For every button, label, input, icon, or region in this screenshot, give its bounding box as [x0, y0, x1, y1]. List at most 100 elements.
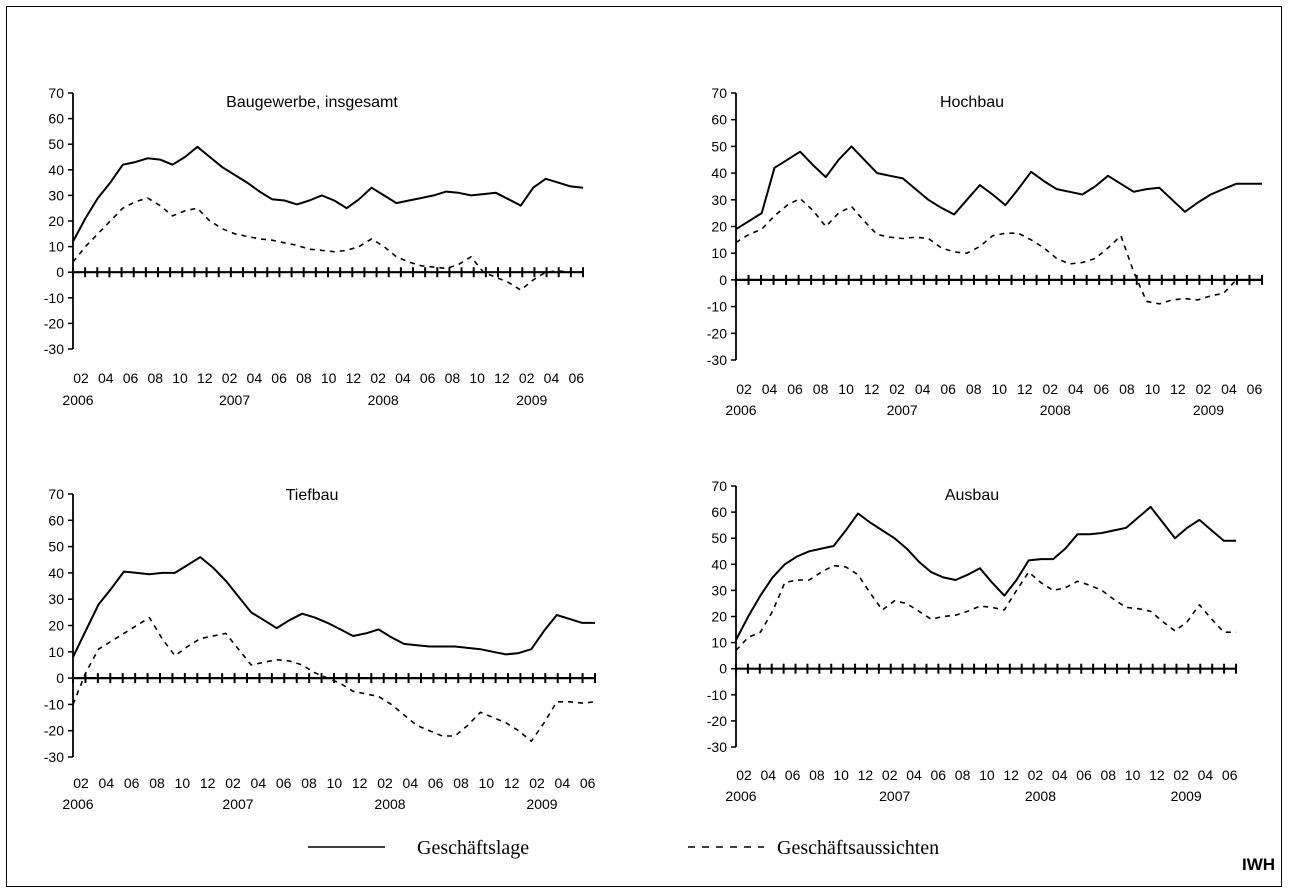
- x-tick-label: 12: [494, 370, 510, 386]
- x-tick-label: 08: [813, 381, 829, 397]
- y-tick-label: 60: [48, 512, 64, 528]
- x-tick-label: 08: [453, 775, 469, 791]
- x-tick-label: 04: [98, 370, 114, 386]
- x-year-label: 2007: [222, 796, 253, 812]
- series-line-geschaeftsaussichten: [735, 197, 1262, 305]
- x-year-label: 2009: [1193, 402, 1224, 418]
- x-tick-label: 04: [760, 767, 776, 783]
- x-year-label: 2009: [516, 392, 547, 408]
- x-tick-label: 02: [889, 381, 905, 397]
- x-tick-label: 10: [479, 775, 495, 791]
- y-tick-label: 30: [711, 582, 727, 598]
- y-tick-label: 10: [711, 635, 727, 651]
- x-year-label: 2007: [219, 392, 250, 408]
- y-tick-label: 60: [711, 112, 727, 128]
- x-tick-label: 12: [352, 775, 368, 791]
- x-tick-label: 12: [197, 370, 213, 386]
- x-tick-label: 04: [544, 370, 560, 386]
- series-line-geschaeftsaussichten: [735, 564, 1236, 651]
- x-tick-label: 02: [73, 775, 89, 791]
- x-tick-label: 08: [301, 775, 317, 791]
- brand-iwh: IWH: [1242, 855, 1275, 874]
- x-tick-label: 12: [346, 370, 362, 386]
- series-line-geschaeftslage: [72, 556, 595, 658]
- y-tick-label: 20: [48, 213, 64, 229]
- y-tick-label: 40: [711, 165, 727, 181]
- x-tick-label: 04: [1198, 767, 1214, 783]
- x-tick-label: 10: [1145, 381, 1161, 397]
- x-year-label: 2006: [725, 402, 756, 418]
- y-tick-label: 40: [711, 556, 727, 572]
- y-tick-label: 70: [48, 85, 64, 101]
- x-tick-label: 04: [99, 775, 115, 791]
- x-tick-label: 12: [1017, 381, 1033, 397]
- x-tick-label: 02: [736, 767, 752, 783]
- x-year-label: 2007: [879, 788, 910, 804]
- chart-panel-2: Hochbau 70 60 50 40 30 20 10 0 -10 -20 -30 02 04 06 08 1…: [707, 85, 1263, 418]
- legend-label-geschaeftsaussichten: Geschäftsaussichten: [777, 837, 939, 859]
- y-tick-label: 70: [711, 478, 727, 494]
- y-tick-label: -30: [707, 352, 727, 368]
- y-tick-label: 10: [48, 239, 64, 255]
- x-year-label: 2006: [62, 796, 93, 812]
- x-tick-label: 06: [1076, 767, 1092, 783]
- x-tick-label: 04: [555, 775, 571, 791]
- chart-panel-4: Ausbau 70 60 50 40 30 20 10 0 -10 -20 -30 02 04 06 08 10…: [707, 478, 1238, 804]
- y-tick-label: 50: [711, 530, 727, 546]
- chart-title: Hochbau: [940, 94, 1004, 111]
- y-tick-label: 40: [48, 565, 64, 581]
- x-tick-label: 02: [529, 775, 545, 791]
- y-tick-label: -20: [707, 713, 727, 729]
- x-tick-label: 06: [1247, 381, 1263, 397]
- x-tick-label: 08: [445, 370, 461, 386]
- y-tick-label: 60: [48, 111, 64, 127]
- chart-title: Baugewerbe, insgesamt: [226, 94, 398, 111]
- x-tick-label: 06: [420, 370, 436, 386]
- x-tick-label: 02: [225, 775, 241, 791]
- x-year-label: 2008: [1025, 788, 1056, 804]
- y-tick-label: 20: [48, 618, 64, 634]
- x-tick-label: 10: [833, 767, 849, 783]
- legend-label-geschaeftslage: Geschäftslage: [417, 837, 529, 859]
- x-year-label: 2008: [368, 392, 399, 408]
- x-year-label: 2006: [725, 788, 756, 804]
- x-tick-label: 06: [271, 370, 287, 386]
- y-tick-label: 50: [711, 138, 727, 154]
- x-tick-label: 02: [377, 775, 393, 791]
- series-line-geschaeftslage: [735, 145, 1262, 231]
- x-tick-label: 06: [580, 775, 596, 791]
- x-tick-label: 04: [395, 370, 411, 386]
- y-tick-label: 70: [711, 85, 727, 101]
- x-tick-label: 10: [172, 370, 188, 386]
- y-tick-label: -30: [44, 341, 64, 357]
- x-tick-label: 04: [1068, 381, 1084, 397]
- x-tick-label: 06: [930, 767, 946, 783]
- x-tick-label: 02: [73, 370, 89, 386]
- x-tick-label: 12: [1003, 767, 1019, 783]
- y-tick-label: 30: [48, 591, 64, 607]
- y-tick-label: -10: [707, 687, 727, 703]
- x-tick-label: 02: [519, 370, 535, 386]
- x-tick-label: 10: [321, 370, 337, 386]
- x-tick-label: 06: [123, 370, 139, 386]
- y-tick-label: -30: [707, 739, 727, 755]
- y-tick-label: 20: [711, 609, 727, 625]
- y-tick-label: 0: [56, 264, 64, 280]
- y-tick-label: 30: [711, 192, 727, 208]
- x-tick-label: 06: [568, 370, 584, 386]
- x-year-label: 2009: [526, 796, 557, 812]
- y-tick-label: -20: [707, 325, 727, 341]
- x-tick-label: 10: [1125, 767, 1141, 783]
- x-tick-label: 06: [276, 775, 292, 791]
- x-tick-label: 04: [403, 775, 419, 791]
- x-tick-label: 12: [200, 775, 216, 791]
- x-tick-label: 06: [940, 381, 956, 397]
- y-tick-label: 10: [711, 245, 727, 261]
- y-tick-label: -10: [707, 299, 727, 315]
- x-tick-label: 10: [175, 775, 191, 791]
- x-tick-label: 08: [966, 381, 982, 397]
- y-tick-label: -30: [44, 749, 64, 765]
- x-tick-label: 04: [247, 370, 263, 386]
- x-tick-label: 08: [955, 767, 971, 783]
- y-tick-label: -20: [44, 315, 64, 331]
